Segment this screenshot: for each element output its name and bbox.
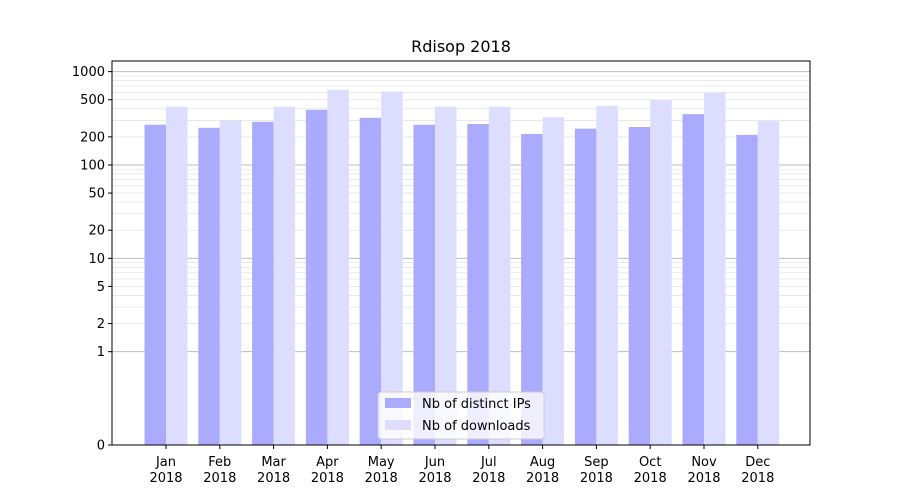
bar-distinct-ips-apr (305, 109, 328, 445)
x-tick-label-year: 2018 (580, 471, 613, 486)
bar-downloads-jun (435, 106, 457, 445)
bar-distinct-ips-aug (521, 133, 543, 445)
legend-label-distinct-ips: Nb of distinct IPs (422, 397, 531, 412)
x-tick-label-month: Jan (155, 455, 176, 470)
bar-downloads-dec (757, 121, 780, 446)
legend-swatch-distinct-ips (385, 398, 411, 408)
x-tick-label-year: 2018 (472, 471, 505, 486)
x-tick-label-year: 2018 (203, 471, 236, 486)
legend-swatch-downloads (385, 420, 411, 430)
x-tick-label-year: 2018 (149, 471, 182, 486)
y-tick-label: 500 (80, 93, 105, 108)
y-tick-label: 200 (80, 130, 105, 145)
bar-distinct-ips-dec (736, 134, 758, 445)
y-tick-label: 5 (97, 280, 105, 295)
bar-downloads-may (381, 91, 403, 445)
x-tick-label-year: 2018 (741, 471, 774, 486)
bar-distinct-ips-oct (628, 127, 651, 446)
x-tick-label-month: Apr (316, 455, 339, 470)
y-tick-label: 1000 (72, 65, 105, 80)
bar-distinct-ips-may (359, 117, 382, 446)
y-tick-label: 10 (88, 252, 105, 267)
x-tick-label-year: 2018 (526, 471, 559, 486)
x-tick-label-month: Oct (639, 455, 661, 470)
x-tick-label-month: Mar (261, 455, 286, 470)
bar-downloads-apr (327, 89, 349, 445)
bar-downloads-oct (650, 100, 672, 446)
y-tick-label: 1 (97, 345, 105, 360)
bar-distinct-ips-jun (413, 124, 435, 445)
x-tick-label-month: May (368, 455, 395, 470)
x-tick-label-month: Sep (584, 455, 609, 470)
x-tick-label-month: Nov (691, 455, 717, 470)
y-tick-label: 0 (97, 439, 105, 454)
bar-downloads-jan (166, 106, 188, 445)
bar-distinct-ips-nov (682, 114, 704, 446)
bar-downloads-feb (219, 120, 242, 445)
x-tick-label-year: 2018 (687, 471, 720, 486)
legend-label-downloads: Nb of downloads (422, 419, 531, 434)
y-axis-ticks: 0 1 2 5 10 20 50 100 200 500 1000 (72, 65, 112, 454)
x-tick-label-month: Jul (480, 455, 497, 470)
bar-downloads-aug (542, 117, 565, 445)
y-tick-label: 20 (88, 224, 105, 239)
x-tick-label-month: Dec (745, 455, 770, 470)
y-tick-label: 2 (97, 317, 105, 332)
legend: Nb of distinct IPs Nb of downloads (377, 391, 545, 440)
x-tick-label-month: Jun (424, 455, 445, 470)
chart-title: Rdisop 2018 (411, 37, 511, 56)
x-tick-label-year: 2018 (634, 471, 667, 486)
x-tick-label-year: 2018 (257, 471, 290, 486)
x-tick-label-year: 2018 (311, 471, 344, 486)
bar-downloads-mar (273, 106, 296, 445)
plot-frame (111, 60, 811, 446)
legend-box (377, 391, 545, 440)
bar-distinct-ips-feb (198, 127, 220, 445)
bars (144, 89, 780, 446)
bar-distinct-ips-jan (144, 124, 166, 445)
bar-distinct-ips-jul (467, 123, 489, 445)
x-tick-label-month: Aug (530, 455, 555, 470)
bar-distinct-ips-mar (252, 121, 274, 445)
y-tick-label: 50 (88, 187, 105, 202)
x-axis-ticks: Jan2018Feb2018Mar2018Apr2018May2018Jun20… (149, 445, 774, 486)
bar-downloads-nov (704, 93, 726, 445)
x-tick-label-year: 2018 (365, 471, 398, 486)
x-tick-label-month: Feb (208, 455, 231, 470)
bar-downloads-sep (596, 105, 618, 445)
bar-distinct-ips-sep (574, 128, 597, 446)
bar-downloads-jul (488, 106, 511, 445)
x-tick-label-year: 2018 (418, 471, 451, 486)
y-tick-label: 100 (80, 158, 105, 173)
